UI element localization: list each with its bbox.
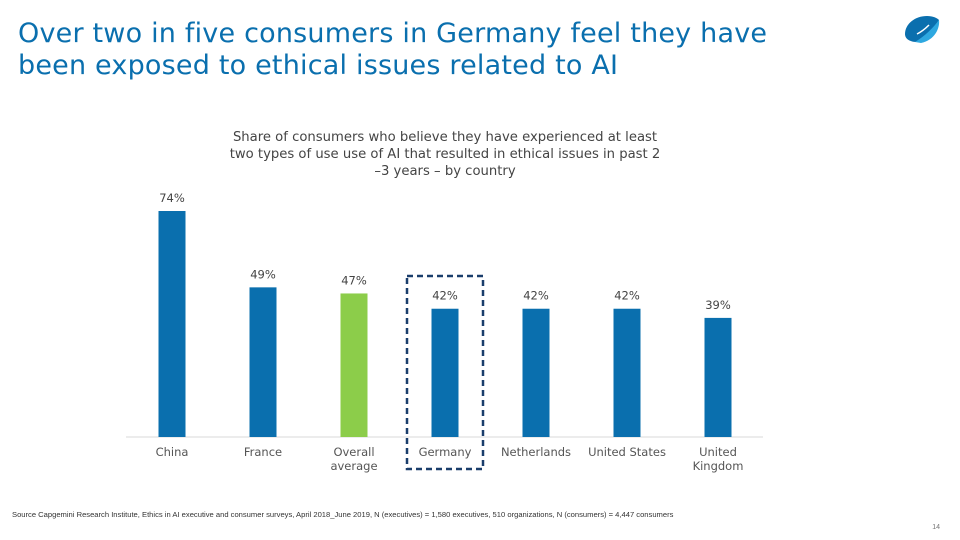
page-number: 14 — [932, 524, 940, 531]
highlight-box — [405, 274, 485, 471]
value-label-5: 42% — [614, 289, 640, 303]
chart-title-line-1: Share of consumers who believe they have… — [232, 130, 658, 145]
category-label-0: China — [156, 445, 189, 459]
value-label-2: 47% — [341, 273, 367, 287]
category-label-6-0: United — [699, 445, 737, 459]
slide-title: Over two in five consumers in Germany fe… — [18, 18, 878, 82]
chart-title: Share of consumers who believe they have… — [180, 129, 710, 180]
bar-0 — [158, 211, 186, 437]
bar-5 — [613, 308, 641, 437]
chart-title-line-3: –3 years – by country — [374, 164, 516, 179]
bar-2 — [340, 293, 368, 437]
value-label-6: 39% — [705, 298, 731, 312]
value-label-1: 49% — [250, 267, 276, 281]
source-note: Source Capgemini Research Institute, Eth… — [12, 510, 674, 519]
value-label-0: 74% — [159, 191, 185, 205]
chart-title-line-2: two types of use use of AI that resulted… — [229, 147, 661, 162]
value-label-3: 42% — [432, 289, 458, 303]
category-label-1: France — [244, 445, 282, 459]
title-line-1: Over two in five consumers in Germany fe… — [18, 18, 768, 49]
bar-4 — [522, 308, 550, 437]
title-line-2: been exposed to ethical issues related t… — [18, 50, 619, 81]
brand-logo-icon — [905, 16, 940, 43]
category-label-2-0: Overall — [333, 445, 374, 459]
value-label-4: 42% — [523, 289, 549, 303]
category-label-3: Germany — [419, 445, 472, 459]
category-label-5: United States — [588, 445, 666, 459]
category-label-2-1: average — [330, 459, 377, 473]
category-label-6-1: Kingdom — [693, 459, 744, 473]
bar-6 — [704, 317, 732, 437]
category-label-4: Netherlands — [501, 445, 571, 459]
bar-1 — [249, 287, 277, 437]
bar-3 — [431, 308, 459, 437]
